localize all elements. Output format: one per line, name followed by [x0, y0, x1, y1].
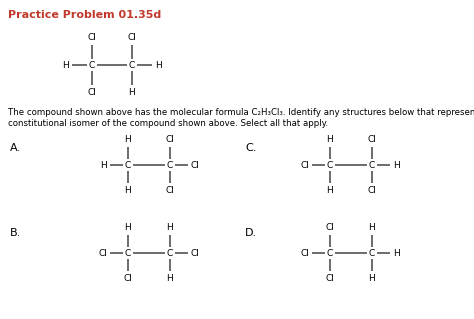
Text: H: H [369, 274, 375, 283]
Text: Cl: Cl [191, 249, 200, 257]
Text: C: C [129, 61, 135, 70]
Text: B.: B. [10, 228, 21, 238]
Text: H: H [155, 61, 162, 70]
Text: Cl: Cl [88, 33, 96, 42]
Text: C: C [167, 249, 173, 257]
Text: H: H [167, 223, 173, 232]
Text: A.: A. [10, 143, 21, 153]
Text: D.: D. [245, 228, 257, 238]
Text: C: C [167, 160, 173, 169]
Text: H: H [369, 223, 375, 232]
Text: Cl: Cl [326, 274, 335, 283]
Text: C: C [369, 160, 375, 169]
Text: H: H [62, 61, 69, 70]
Text: Practice Problem 01.35d: Practice Problem 01.35d [8, 10, 161, 20]
Text: H: H [128, 88, 136, 97]
Text: constitutional isomer of the compound shown above. Select all that apply.: constitutional isomer of the compound sh… [8, 119, 328, 128]
Text: H: H [125, 186, 131, 195]
Text: Cl: Cl [128, 33, 137, 42]
Text: Cl: Cl [191, 160, 200, 169]
Text: Cl: Cl [165, 186, 174, 195]
Text: C.: C. [245, 143, 256, 153]
Text: C: C [89, 61, 95, 70]
Text: Cl: Cl [165, 135, 174, 144]
Text: C: C [125, 160, 131, 169]
Text: H: H [393, 160, 400, 169]
Text: The compound shown above has the molecular formula C₂H₃Cl₃. Identify any structu: The compound shown above has the molecul… [8, 108, 474, 117]
Text: Cl: Cl [367, 135, 376, 144]
Text: Cl: Cl [300, 160, 309, 169]
Text: Cl: Cl [98, 249, 107, 257]
Text: C: C [125, 249, 131, 257]
Text: H: H [100, 160, 107, 169]
Text: C: C [369, 249, 375, 257]
Text: Cl: Cl [88, 88, 96, 97]
Text: H: H [393, 249, 400, 257]
Text: C: C [327, 249, 333, 257]
Text: Cl: Cl [367, 186, 376, 195]
Text: Cl: Cl [124, 274, 132, 283]
Text: Cl: Cl [326, 223, 335, 232]
Text: H: H [327, 135, 333, 144]
Text: H: H [125, 135, 131, 144]
Text: C: C [327, 160, 333, 169]
Text: H: H [327, 186, 333, 195]
Text: H: H [125, 223, 131, 232]
Text: Cl: Cl [300, 249, 309, 257]
Text: H: H [167, 274, 173, 283]
